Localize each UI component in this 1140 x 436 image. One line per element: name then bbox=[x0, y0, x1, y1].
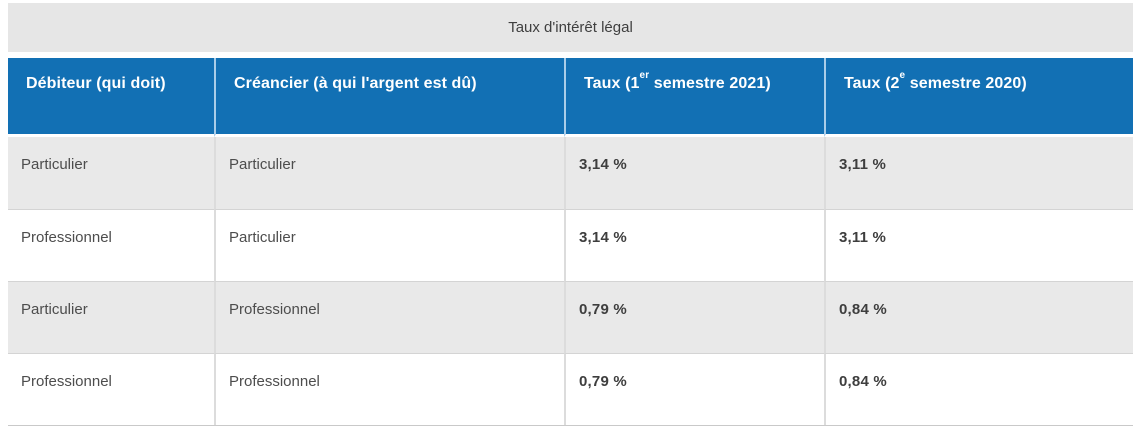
page: Taux d'intérêt légal Débiteur (qui doit)… bbox=[8, 3, 1133, 426]
table-caption: Taux d'intérêt légal bbox=[8, 3, 1133, 52]
header-label-rest: semestre 2021) bbox=[649, 75, 771, 92]
cell-creancier: Particulier bbox=[214, 209, 564, 281]
table-row: Particulier Particulier 3,14 % 3,11 % bbox=[8, 137, 1133, 209]
header-row: Débiteur (qui doit) Créancier (à qui l'a… bbox=[8, 58, 1133, 137]
cell-taux-s1-2021: 3,14 % bbox=[564, 137, 824, 209]
header-cell-taux-s1-2021: Taux (1er semestre 2021) bbox=[564, 58, 824, 137]
cell-taux-s2-2020: 3,11 % bbox=[824, 209, 1133, 281]
cell-taux-s2-2020: 0,84 % bbox=[824, 353, 1133, 425]
cell-taux-s1-2021: 0,79 % bbox=[564, 281, 824, 353]
cell-taux-s1-2021: 0,79 % bbox=[564, 353, 824, 425]
cell-debiteur: Particulier bbox=[8, 281, 214, 353]
header-label: Créancier (à qui l'argent est dû) bbox=[234, 75, 477, 92]
superscript: er bbox=[639, 70, 650, 81]
cell-creancier: Particulier bbox=[214, 137, 564, 209]
cell-taux-s2-2020: 0,84 % bbox=[824, 281, 1133, 353]
cell-taux-s1-2021: 3,14 % bbox=[564, 209, 824, 281]
cell-creancier: Professionnel bbox=[214, 281, 564, 353]
table-row: Professionnel Particulier 3,14 % 3,11 % bbox=[8, 209, 1133, 281]
cell-debiteur: Particulier bbox=[8, 137, 214, 209]
header-label: Taux (2 bbox=[844, 75, 900, 92]
header-cell-debiteur: Débiteur (qui doit) bbox=[8, 58, 214, 137]
superscript: e bbox=[899, 70, 906, 81]
header-cell-creancier: Créancier (à qui l'argent est dû) bbox=[214, 58, 564, 137]
table-row: Professionnel Professionnel 0,79 % 0,84 … bbox=[8, 353, 1133, 425]
cell-creancier: Professionnel bbox=[214, 353, 564, 425]
cell-debiteur: Professionnel bbox=[8, 353, 214, 425]
legal-interest-rate-table: Débiteur (qui doit) Créancier (à qui l'a… bbox=[8, 58, 1133, 426]
header-label-rest: semestre 2020) bbox=[905, 75, 1027, 92]
header-label: Taux (1 bbox=[584, 75, 640, 92]
header-label: Débiteur (qui doit) bbox=[26, 75, 166, 92]
cell-taux-s2-2020: 3,11 % bbox=[824, 137, 1133, 209]
cell-debiteur: Professionnel bbox=[8, 209, 214, 281]
header-cell-taux-s2-2020: Taux (2e semestre 2020) bbox=[824, 58, 1133, 137]
table-row: Particulier Professionnel 0,79 % 0,84 % bbox=[8, 281, 1133, 353]
